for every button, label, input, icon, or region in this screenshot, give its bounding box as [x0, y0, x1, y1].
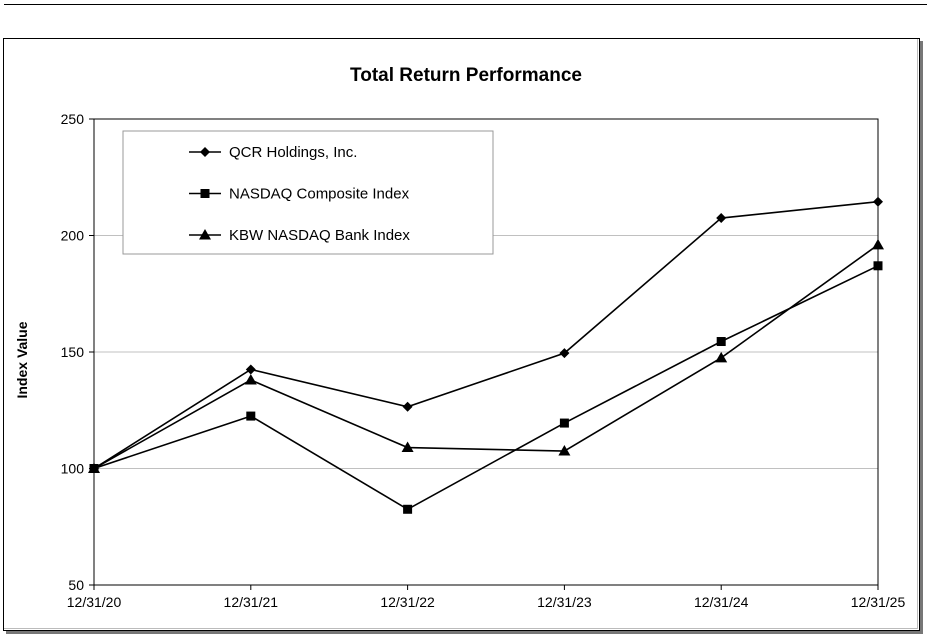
legend-marker-diamond [200, 147, 210, 157]
axes: 50 100 150 200 250 12/31/20 12/31/21 12/31/22 12… [61, 111, 906, 610]
x-tick-label: 12/31/24 [694, 594, 749, 610]
y-tick-label: 250 [61, 111, 85, 127]
legend-label: NASDAQ Composite Index [229, 186, 410, 203]
legend-box [122, 130, 494, 255]
data-point-triangle [88, 462, 100, 473]
data-point-diamond [559, 348, 570, 359]
data-point-diamond [402, 401, 413, 412]
data-point-square [559, 418, 569, 428]
series-line [93, 265, 879, 511]
frame-shadow [920, 41, 923, 633]
y-tick-label: 150 [61, 344, 85, 360]
legend-label: KBW NASDAQ Bank Index [229, 227, 410, 244]
y-tick-label: 100 [61, 461, 85, 477]
series-lines [88, 196, 884, 514]
data-point-diamond [245, 364, 256, 375]
frame-edge [4, 628, 918, 629]
gridlines [94, 235, 878, 469]
series-line [93, 244, 879, 470]
x-tick-label: 12/31/22 [380, 594, 435, 610]
data-point-square [246, 411, 256, 421]
y-tick-label: 50 [68, 577, 84, 593]
legend-label: QCR Holdings, Inc. [229, 144, 357, 161]
x-tick-label: 12/31/23 [537, 594, 592, 610]
legend: QCR Holdings, Inc. NASDAQ Composite Index… [122, 130, 494, 255]
data-point-square [873, 261, 883, 271]
data-point-triangle [558, 445, 571, 456]
legend-marker-triangle [199, 229, 211, 240]
y-axis-label: Index Value [14, 321, 30, 398]
y-tick-label: 200 [61, 228, 85, 244]
data-point-triangle [401, 441, 414, 453]
legend-marker-square [200, 189, 210, 198]
data-point-triangle [872, 238, 884, 250]
top-rule [4, 4, 927, 5]
frame-shadow [6, 631, 923, 634]
x-tick-label: 12/31/25 [851, 594, 906, 610]
series-line [93, 200, 879, 470]
chart-title: Total Return Performance [350, 65, 582, 86]
x-tick-label: 12/31/21 [224, 594, 279, 610]
frame-edge [917, 39, 918, 629]
data-point-triangle [244, 373, 257, 385]
data-point-triangle [715, 351, 728, 363]
x-tick-label: 12/31/20 [67, 594, 122, 610]
data-point-square [403, 504, 413, 514]
data-point-diamond [873, 196, 883, 207]
data-point-diamond [716, 213, 727, 224]
data-point-square [716, 337, 726, 347]
